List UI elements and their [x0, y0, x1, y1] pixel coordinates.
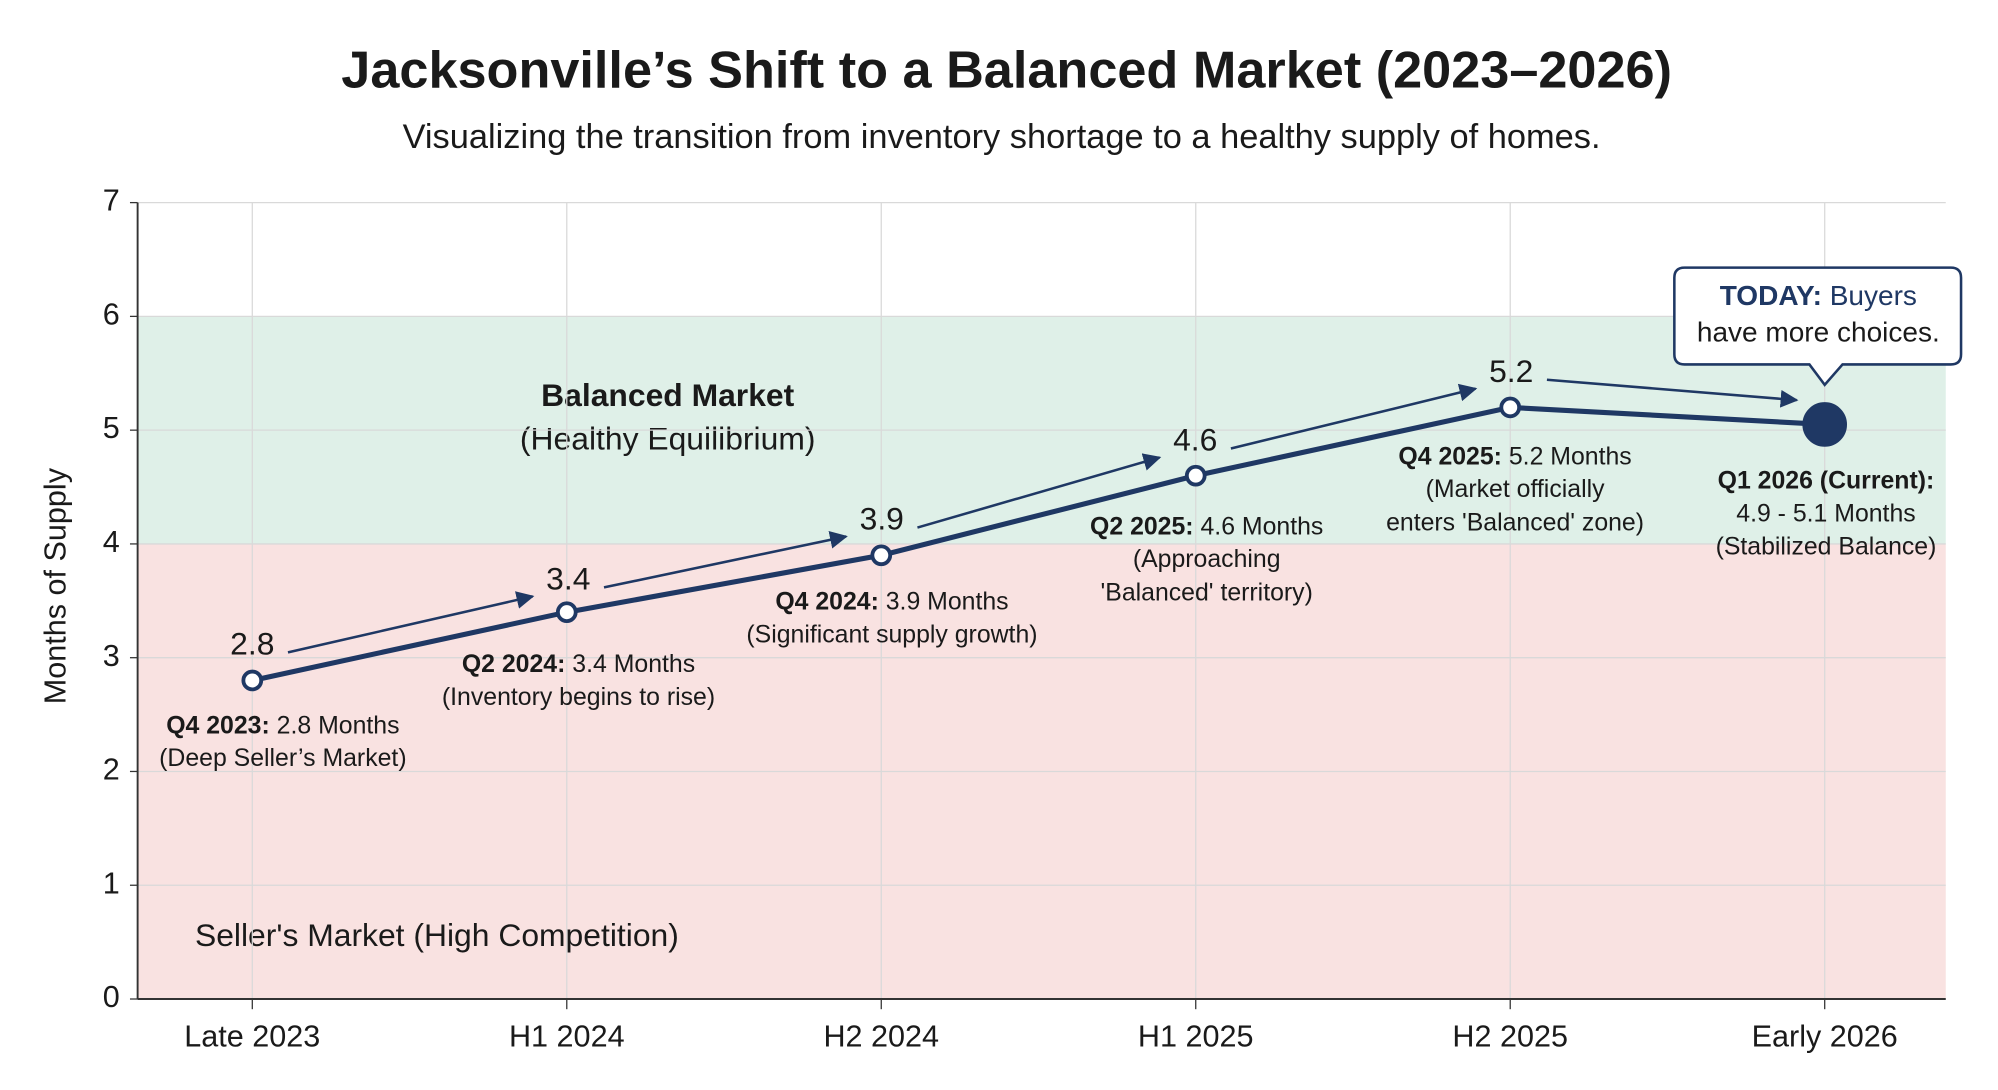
- y-tick-label: 1: [103, 866, 120, 900]
- y-tick-label: 4: [103, 525, 120, 559]
- y-tick-label: 6: [103, 297, 120, 331]
- data-point: [1184, 464, 1207, 487]
- annotation: Q4 2024: 3.9 Months: [775, 588, 1008, 615]
- annotation-line: enters 'Balanced' zone): [1386, 509, 1644, 536]
- annotation: Q2 2025: 4.6 Months: [1090, 513, 1323, 540]
- y-tick-label: 3: [103, 639, 120, 673]
- callout-box: [1673, 266, 1963, 387]
- annotation-text: 3.9 Months: [886, 588, 1009, 615]
- trend-arrow: [1230, 383, 1478, 450]
- annotation-line: 4.9 - 5.1 Months: [1736, 500, 1915, 527]
- annotation-title: Q2 2025:: [1090, 513, 1194, 540]
- annotation-line: (Deep Seller’s Market): [159, 745, 406, 772]
- callout-title: TODAY:: [1720, 281, 1822, 312]
- annotation-title: Q4 2023:: [166, 712, 270, 739]
- data-label: 3.9: [860, 501, 904, 537]
- annotation-line: 'Balanced' territory): [1101, 579, 1313, 606]
- zone-label: Balanced Market: [541, 377, 794, 413]
- annotation-line: (Approaching: [1133, 546, 1281, 573]
- annotation-text: 5.2 Months: [1509, 443, 1632, 470]
- annotation: Q2 2024: 3.4 Months: [462, 651, 695, 678]
- callout-body: Buyers: [1830, 281, 1917, 312]
- annotation: Q4 2025: 5.2 Months: [1398, 443, 1631, 470]
- annotation: Q4 2023: 2.8 Months: [166, 712, 399, 739]
- y-tick-label: 7: [103, 184, 120, 218]
- data-point: [1802, 402, 1848, 447]
- data-point: [1499, 396, 1522, 419]
- callout-line: have more choices.: [1697, 316, 1940, 347]
- x-tick-label: H1 2025: [1138, 1020, 1254, 1054]
- annotation: Q1 2026 (Current):: [1718, 467, 1935, 494]
- x-tick-label: H2 2024: [823, 1020, 939, 1054]
- data-point: [555, 601, 578, 624]
- annotation-title: Q4 2024:: [775, 588, 879, 615]
- data-label: 3.4: [546, 560, 590, 596]
- data-line: [251, 404, 1825, 683]
- data-label: 4.6: [1173, 422, 1217, 458]
- annotation-line: (Stabilized Balance): [1716, 533, 1937, 560]
- annotation-text: 4.6 Months: [1200, 513, 1323, 540]
- chart-title: Jacksonville’s Shift to a Balanced Marke…: [341, 42, 1672, 100]
- annotation-title: Q1 2026 (Current):: [1718, 467, 1935, 494]
- data-label: 2.8: [230, 625, 274, 661]
- data-label: 5.2: [1489, 353, 1533, 389]
- y-tick-label: 2: [103, 753, 120, 787]
- x-tick-label: H2 2025: [1452, 1020, 1568, 1054]
- trend-arrow: [603, 531, 848, 589]
- data-point: [870, 544, 893, 567]
- y-tick-label: 0: [103, 980, 120, 1014]
- annotation-title: Q4 2025:: [1398, 443, 1502, 470]
- annotation-text: 2.8 Months: [277, 712, 400, 739]
- x-tick-label: Late 2023: [184, 1020, 320, 1054]
- x-tick-label: H1 2024: [509, 1020, 625, 1054]
- zone-label: Seller's Market (High Competition): [195, 917, 679, 953]
- y-axis-label: Months of Supply: [38, 467, 72, 704]
- annotation-line: (Market officially: [1426, 476, 1605, 503]
- trend-arrow: [1546, 378, 1799, 408]
- annotation-line: (Inventory begins to rise): [442, 684, 715, 711]
- y-tick-label: 5: [103, 411, 120, 445]
- zone-sublabel: (Healthy Equilibrium): [520, 420, 816, 456]
- trend-arrow: [917, 453, 1162, 529]
- data-point: [241, 669, 264, 692]
- x-tick-label: Early 2026: [1752, 1020, 1898, 1054]
- annotation-title: Q2 2024:: [462, 651, 566, 678]
- trend-arrow: [287, 591, 535, 654]
- annotation-line: (Significant supply growth): [746, 621, 1037, 648]
- annotation-text: 3.4 Months: [572, 651, 695, 678]
- chart-subtitle: Visualizing the transition from inventor…: [403, 118, 1601, 156]
- callout-text: TODAY: Buyers: [1720, 281, 1917, 312]
